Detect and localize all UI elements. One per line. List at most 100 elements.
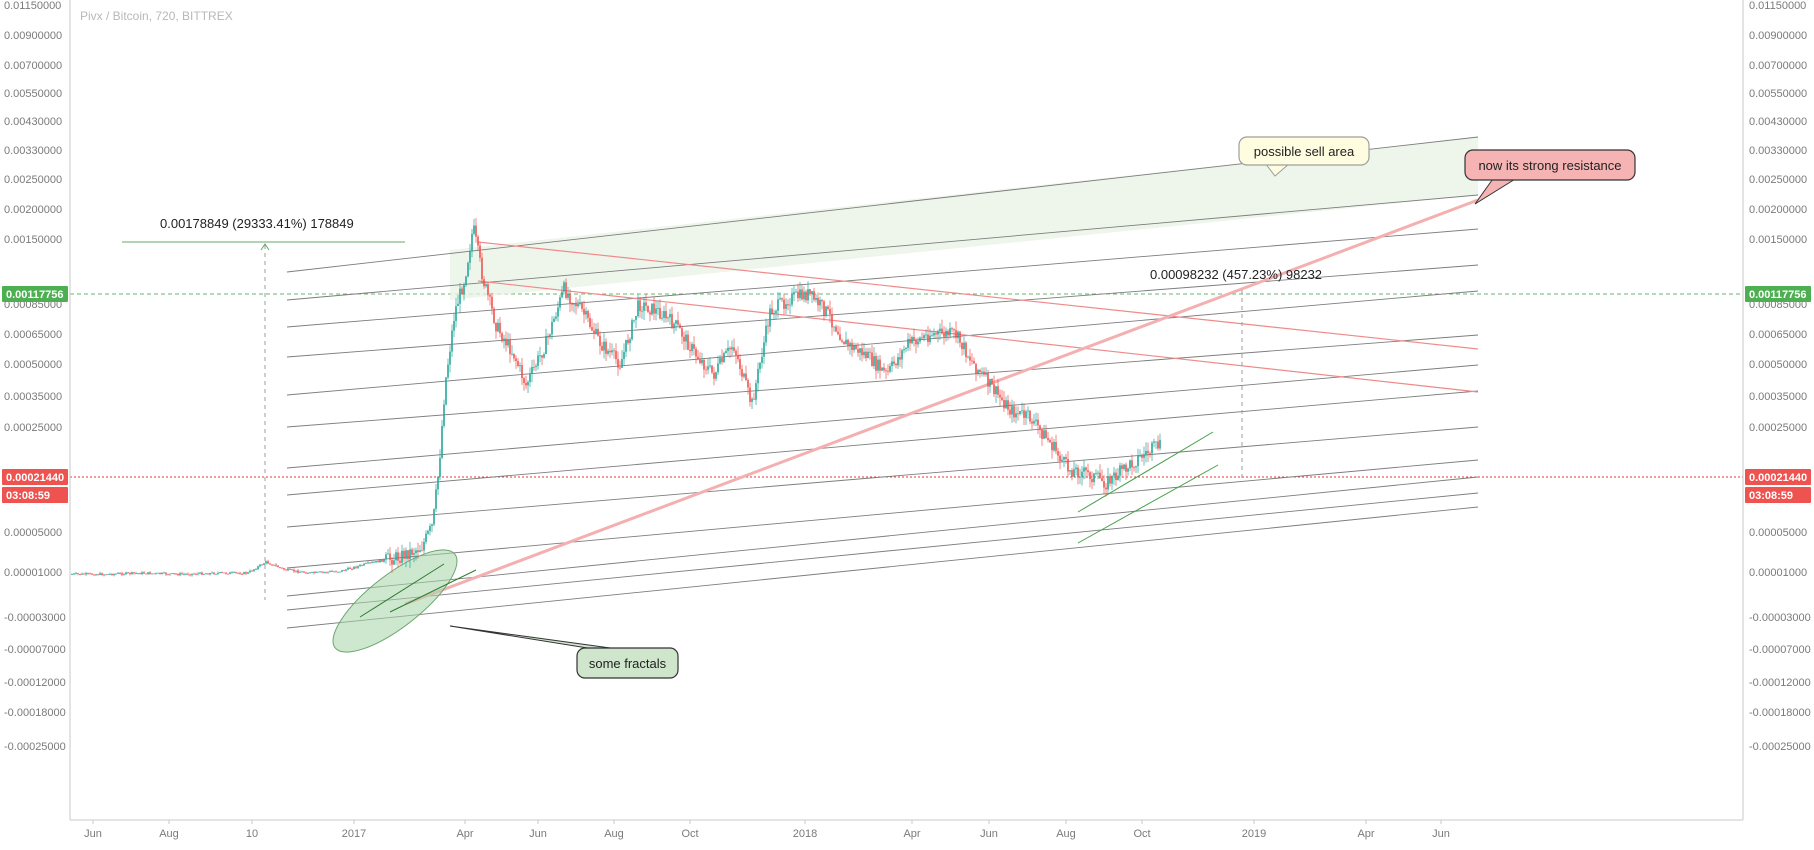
candle-body <box>443 404 445 426</box>
candle-body <box>201 572 203 575</box>
candle-body <box>551 321 553 335</box>
grid-layer <box>70 293 1743 478</box>
candle-body <box>1123 464 1125 470</box>
candle-body <box>1069 470 1071 472</box>
candle-body <box>235 571 237 573</box>
candle-body <box>975 363 977 374</box>
candle-body <box>1073 469 1075 477</box>
price-tag-left <box>2 487 68 503</box>
candle-body <box>815 297 817 300</box>
candle-body <box>1081 471 1083 477</box>
candle-body <box>1045 430 1047 439</box>
y-tick-label-left: 0.00025000 <box>4 422 62 434</box>
candle-body <box>247 572 249 574</box>
candle-body <box>715 372 717 379</box>
candle-body <box>297 570 299 573</box>
candle-body <box>811 291 813 295</box>
candle-body <box>141 572 143 575</box>
candle-body <box>567 293 569 298</box>
candle-body <box>1005 400 1007 409</box>
candle-body <box>1061 459 1063 462</box>
candle-body <box>409 549 411 560</box>
y-tick-label-left: 0.00430000 <box>4 116 62 128</box>
candle-body <box>397 552 399 561</box>
x-tick-label: Aug <box>1056 828 1076 840</box>
candle-body <box>517 361 519 366</box>
candle-body <box>583 308 585 315</box>
candle-body <box>223 572 225 574</box>
candle-body <box>91 573 93 575</box>
candle-body <box>749 387 751 402</box>
candle-body <box>1063 457 1065 460</box>
candle-body <box>617 359 619 368</box>
axes-layer: 0.01150000 0.01150000 0.00900000 0.00900000… <box>4 0 1811 840</box>
candle-body <box>233 571 235 573</box>
candle-body <box>95 574 97 576</box>
candle-body <box>293 569 295 572</box>
candle-body <box>1007 400 1009 410</box>
fractals-callout[interactable] <box>576 647 679 679</box>
candle-body <box>405 550 407 559</box>
candle-body <box>333 571 335 573</box>
candle-body <box>745 373 747 380</box>
candle-body <box>155 572 157 574</box>
candle-body <box>961 342 963 350</box>
candle-body <box>905 347 907 350</box>
resistance-callout[interactable] <box>1464 149 1636 181</box>
candle-body <box>1125 464 1127 472</box>
candle-body <box>403 550 405 559</box>
candle-body <box>1041 429 1043 439</box>
candle-body <box>185 573 187 575</box>
candle-body <box>687 334 689 350</box>
candle-body <box>525 383 527 386</box>
candle-body <box>731 347 733 350</box>
candle-body <box>711 365 713 373</box>
candle-body <box>1009 409 1011 415</box>
x-tick-label: Jun <box>84 828 102 840</box>
x-tick-label: Aug <box>159 828 179 840</box>
channel-line <box>286 426 1479 528</box>
candle-body <box>829 308 831 315</box>
candle-body <box>709 365 711 367</box>
candle-body <box>255 569 257 570</box>
candle-body <box>291 569 293 571</box>
sell-area-callout[interactable] <box>1238 136 1370 166</box>
candle-body <box>319 571 321 573</box>
candle-body <box>243 572 245 575</box>
candle-body <box>257 566 259 570</box>
candle-body <box>665 311 667 319</box>
y-tick-label-left: 0.00001000 <box>4 567 62 579</box>
candle-body <box>127 572 129 574</box>
price-tag-left <box>2 469 68 485</box>
measure-arrowhead <box>260 243 270 251</box>
candle-body <box>183 573 185 575</box>
sell-area-callout-label: possible sell area <box>1254 144 1355 159</box>
candle-body <box>641 310 643 312</box>
candle-body <box>875 356 877 371</box>
candle-body <box>953 329 955 331</box>
candle-body <box>925 334 927 336</box>
candle-body <box>677 320 679 325</box>
candle-body <box>1155 441 1157 443</box>
candle-body <box>543 353 545 358</box>
candle-body <box>119 573 121 574</box>
candle-body <box>469 251 471 263</box>
candle-body <box>1141 455 1143 458</box>
candle-body <box>615 350 617 360</box>
candle-body <box>341 570 343 572</box>
candle-body <box>1087 470 1089 473</box>
candle-body <box>1001 397 1003 400</box>
x-tick-label: Apr <box>903 828 920 840</box>
candle-body <box>1027 410 1029 412</box>
candle-body <box>1071 470 1073 477</box>
candle-body <box>637 300 639 316</box>
candle-body <box>635 315 637 320</box>
candle-body <box>569 293 571 304</box>
candle-body <box>1083 467 1085 472</box>
candle-body <box>783 299 785 309</box>
x-tick-label: 2017 <box>342 828 366 840</box>
candle-body <box>1097 472 1099 474</box>
candle-body <box>359 564 361 567</box>
candle-body <box>873 356 875 366</box>
